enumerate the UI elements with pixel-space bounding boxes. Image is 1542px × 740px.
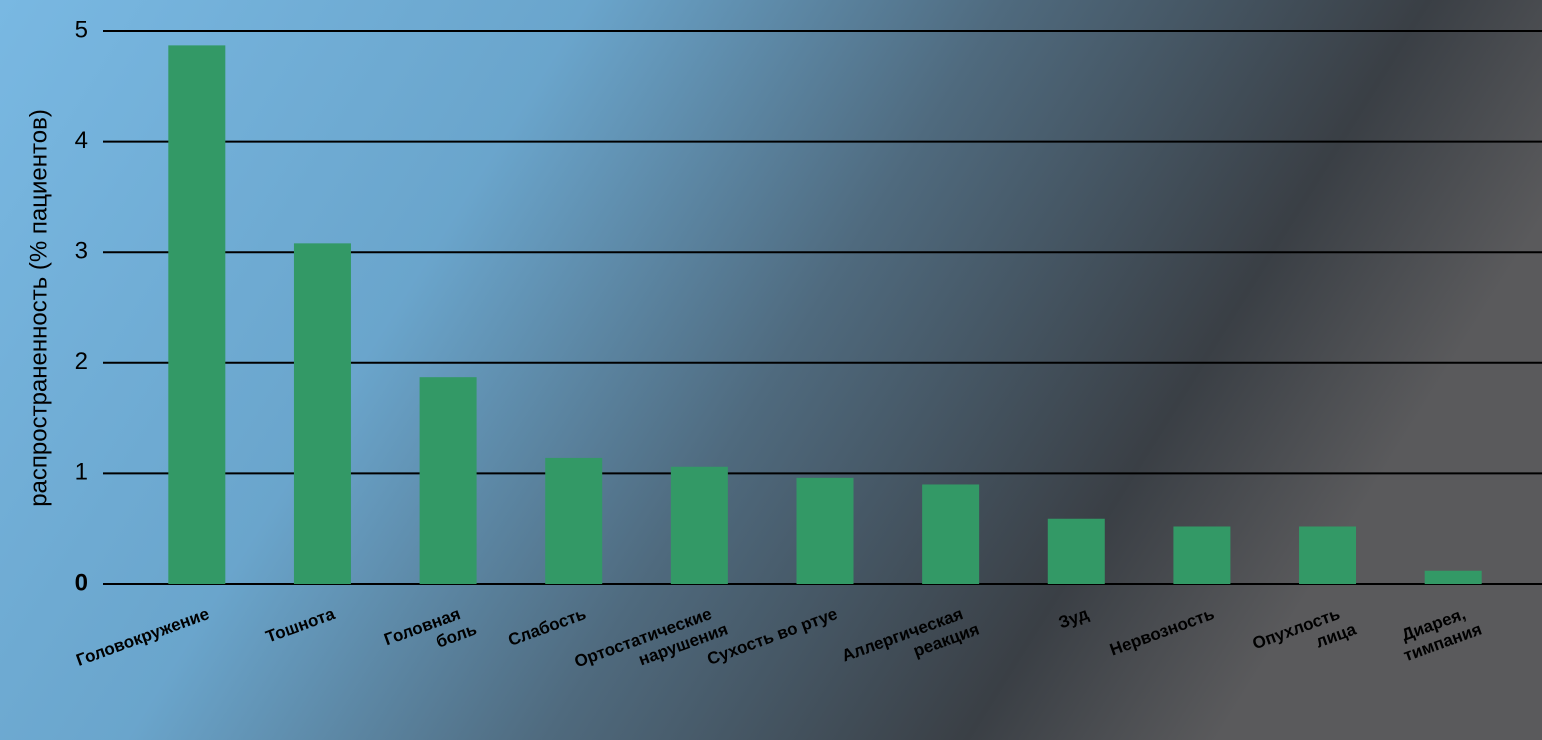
bar	[1299, 526, 1357, 584]
bar	[168, 45, 226, 585]
bar	[419, 377, 477, 584]
y-tick-label: 3	[75, 238, 88, 265]
y-axis-label: распространенность (% пациентов)	[25, 109, 52, 507]
y-tick-label: 4	[75, 127, 88, 154]
y-tick-label: 1	[75, 459, 88, 486]
bar	[1173, 526, 1231, 584]
y-tick-label: 0	[75, 569, 88, 596]
bar	[796, 477, 854, 584]
bar	[1047, 518, 1105, 584]
bar	[670, 466, 728, 584]
bar	[922, 484, 980, 584]
y-tick-label: 5	[75, 16, 88, 43]
bar	[1424, 570, 1482, 584]
bar	[293, 243, 351, 585]
bar	[545, 457, 603, 584]
y-tick-label: 2	[75, 348, 88, 375]
